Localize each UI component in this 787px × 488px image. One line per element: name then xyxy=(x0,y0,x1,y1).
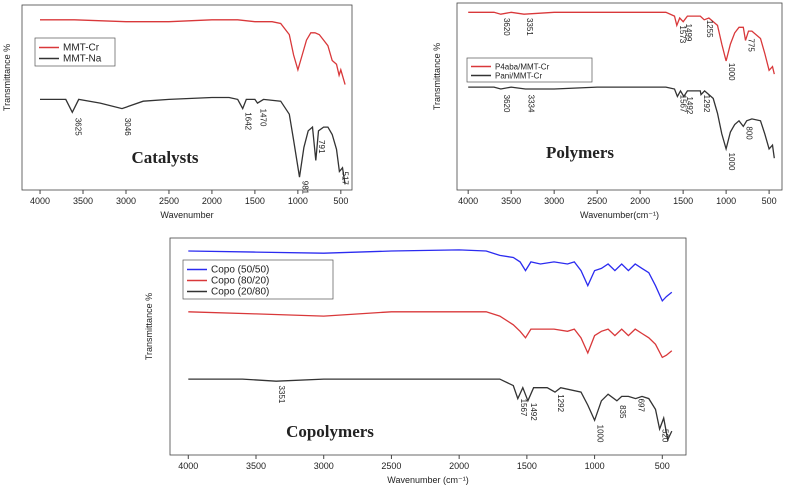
plot-frame xyxy=(21,4,353,191)
x-axis-label: Wavenumber xyxy=(160,210,213,220)
peak-label: 3625 xyxy=(73,118,82,136)
peak-label: 1255 xyxy=(705,20,714,38)
peak-label: 1000 xyxy=(596,425,605,443)
legend-box xyxy=(466,57,593,83)
y-axis-label: Transmittance % xyxy=(432,43,442,110)
peak-label: 3620 xyxy=(502,18,511,36)
spectrum-line xyxy=(40,19,346,85)
peak-label: 1567 xyxy=(678,95,687,113)
x-tick-label: 3000 xyxy=(544,196,564,206)
x-tick-label: 4000 xyxy=(178,461,198,471)
peak-label: 1567 xyxy=(519,399,528,417)
legend-label: Copo (80/20) xyxy=(211,276,269,287)
peak-label: 835 xyxy=(618,405,627,419)
peak-label: 3046 xyxy=(123,118,132,136)
x-tick-label: 1500 xyxy=(673,196,693,206)
peak-label: 1492 xyxy=(685,97,694,115)
x-tick-label: 500 xyxy=(333,196,348,206)
peak-label: 800 xyxy=(744,126,753,140)
legend-label: MMT-Na xyxy=(63,54,102,65)
plot-frame xyxy=(169,237,687,456)
x-axis-label: Wavenumber (cm⁻¹) xyxy=(387,475,468,485)
x-tick-label: 1000 xyxy=(585,461,605,471)
x-tick-label: 500 xyxy=(762,196,777,206)
legend-label: P4aba/MMT-Cr xyxy=(495,63,550,72)
x-tick-label: 3000 xyxy=(314,461,334,471)
legend-label: MMT-Cr xyxy=(63,43,100,54)
x-tick-label: 1000 xyxy=(716,196,736,206)
y-axis-label: Transmittance % xyxy=(2,44,12,111)
peak-label: 1292 xyxy=(556,394,565,412)
legend-box xyxy=(34,37,116,67)
panel-title: Copolymers xyxy=(286,422,374,441)
x-tick-label: 3500 xyxy=(73,196,93,206)
peak-label: 981 xyxy=(300,181,309,195)
y-axis-label: Transmittance % xyxy=(144,293,154,360)
panel-title: Catalysts xyxy=(131,148,198,167)
peak-label: 1470 xyxy=(258,109,267,127)
legend-label: Copo (50/50) xyxy=(211,265,269,276)
x-tick-label: 500 xyxy=(655,461,670,471)
x-tick-label: 1000 xyxy=(288,196,308,206)
peak-label: 1000 xyxy=(727,153,736,171)
peak-label: 775 xyxy=(746,39,755,53)
peak-label: 1000 xyxy=(727,63,736,81)
peak-label: 520 xyxy=(661,429,670,443)
x-tick-label: 1500 xyxy=(245,196,265,206)
legend-label: Pani/MMT-Cr xyxy=(495,72,542,81)
x-tick-label: 4000 xyxy=(458,196,478,206)
x-tick-label: 2500 xyxy=(381,461,401,471)
x-tick-label: 2000 xyxy=(202,196,222,206)
peak-label: 1492 xyxy=(529,403,538,421)
peak-label: 791 xyxy=(317,140,326,154)
x-tick-label: 3500 xyxy=(501,196,521,206)
peak-label: 3334 xyxy=(526,95,535,113)
x-tick-label: 2000 xyxy=(630,196,650,206)
peak-label: 3351 xyxy=(277,386,286,404)
spectrum-line xyxy=(188,378,673,442)
spectrum-line xyxy=(468,86,775,159)
plot-frame xyxy=(456,2,783,191)
peak-label: 517 xyxy=(340,172,349,186)
peak-label: 1499 xyxy=(684,24,693,42)
x-tick-label: 3500 xyxy=(246,461,266,471)
peak-label: 697 xyxy=(637,399,646,413)
legend-label: Copo (20/80) xyxy=(211,287,269,298)
x-axis-label: Wavenumber(cm⁻¹) xyxy=(580,210,659,220)
peak-label: 1573 xyxy=(678,25,687,43)
peak-label: 1642 xyxy=(244,112,253,130)
x-tick-label: 4000 xyxy=(30,196,50,206)
spectrum-line xyxy=(188,311,673,359)
peak-label: 1292 xyxy=(702,95,711,113)
peak-label: 3351 xyxy=(525,18,534,36)
spectrum-line xyxy=(188,249,673,303)
panel-title: Polymers xyxy=(546,143,614,162)
x-tick-label: 2500 xyxy=(587,196,607,206)
x-tick-label: 3000 xyxy=(116,196,136,206)
x-tick-label: 2000 xyxy=(449,461,469,471)
peak-label: 3620 xyxy=(502,95,511,113)
spectrum-line xyxy=(468,11,775,75)
spectrum-line xyxy=(40,96,346,185)
x-tick-label: 1500 xyxy=(517,461,537,471)
x-tick-label: 2500 xyxy=(159,196,179,206)
legend-box xyxy=(182,259,334,300)
